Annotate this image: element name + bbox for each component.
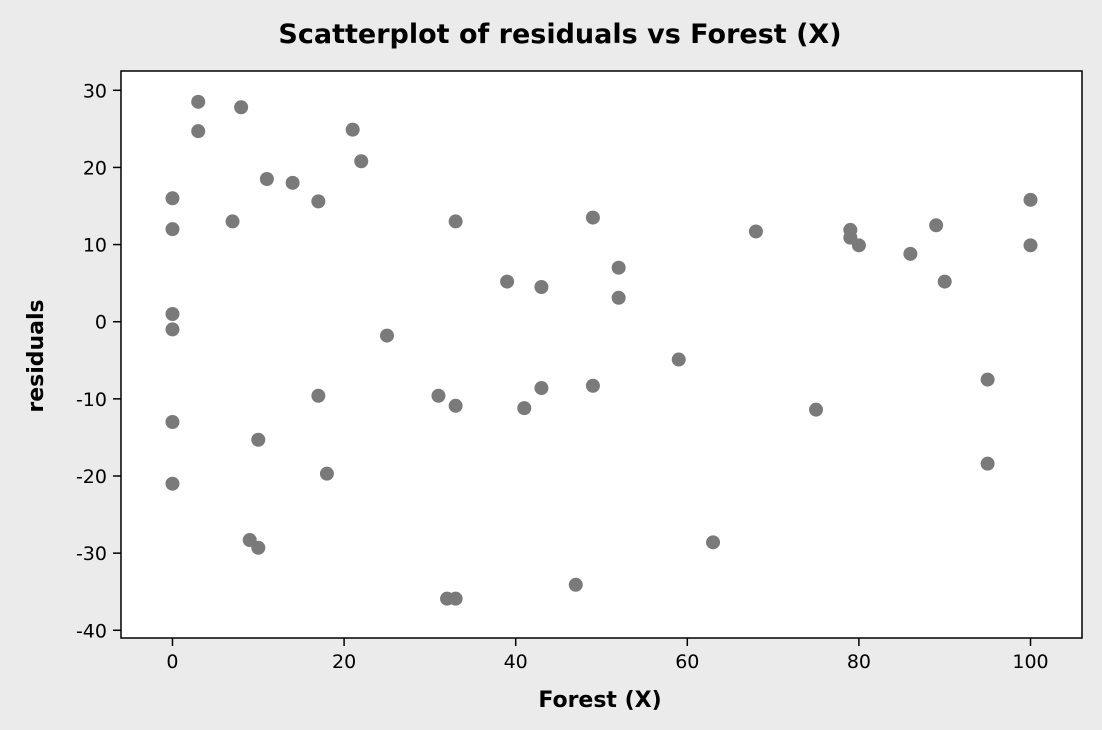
data-point xyxy=(585,378,600,393)
y-tick-label: -40 xyxy=(76,620,107,642)
data-point xyxy=(251,432,266,447)
y-tick-label: -10 xyxy=(76,389,107,411)
x-tick-label: 40 xyxy=(504,651,528,673)
data-point xyxy=(431,388,446,403)
data-point xyxy=(1023,192,1038,207)
data-point xyxy=(311,194,326,209)
data-point xyxy=(980,372,995,387)
data-point xyxy=(251,540,266,555)
data-point xyxy=(165,191,180,206)
data-point xyxy=(311,388,326,403)
y-tick-label: -30 xyxy=(76,543,107,565)
data-point xyxy=(500,274,515,289)
data-point xyxy=(165,307,180,321)
data-point xyxy=(1023,238,1038,253)
data-point xyxy=(568,577,583,592)
data-point xyxy=(980,456,995,471)
data-point xyxy=(354,154,369,169)
data-point xyxy=(165,322,180,337)
x-tick-label: 100 xyxy=(1012,651,1048,673)
x-tick-label: 20 xyxy=(332,651,356,673)
y-axis: 30 20 10 0 -10 -20 -30 -40 xyxy=(76,80,121,642)
x-tick-label: 0 xyxy=(166,651,178,673)
x-tick-label: 80 xyxy=(847,651,871,673)
data-point xyxy=(319,466,334,481)
data-point xyxy=(448,398,463,413)
data-point xyxy=(585,210,600,225)
data-point xyxy=(611,290,626,305)
data-point xyxy=(748,224,763,239)
y-axis-label: residuals xyxy=(24,299,49,412)
data-point xyxy=(191,124,206,139)
data-points xyxy=(165,94,1038,606)
data-point xyxy=(611,260,626,275)
data-point xyxy=(285,175,300,190)
y-tick-label: 10 xyxy=(83,235,107,257)
chart-title: Scatterplot of residuals vs Forest (X) xyxy=(278,19,841,50)
data-point xyxy=(851,238,866,253)
data-point xyxy=(929,218,944,233)
data-point xyxy=(165,476,180,491)
data-point xyxy=(448,214,463,229)
y-tick-label: -20 xyxy=(76,466,107,488)
data-point xyxy=(706,535,721,550)
x-tick-label: 60 xyxy=(675,651,699,673)
data-point xyxy=(517,401,532,416)
y-tick-label: 0 xyxy=(95,312,107,334)
x-axis-label: Forest (X) xyxy=(538,688,661,713)
data-point xyxy=(259,172,274,186)
data-point xyxy=(345,122,360,137)
data-point xyxy=(165,222,180,237)
data-point xyxy=(165,415,180,429)
data-point xyxy=(379,328,394,343)
data-point xyxy=(448,591,463,606)
data-point xyxy=(191,94,206,109)
data-point xyxy=(234,100,249,115)
y-tick-label: 30 xyxy=(83,80,107,102)
data-point xyxy=(225,214,240,229)
x-axis: 0 20 40 60 80 100 xyxy=(166,638,1049,673)
y-tick-label: 20 xyxy=(83,157,107,179)
data-point xyxy=(809,402,824,417)
plot-area xyxy=(120,70,1083,639)
data-point xyxy=(937,274,952,289)
data-point xyxy=(534,381,549,396)
data-point xyxy=(671,352,686,367)
data-point xyxy=(534,280,549,294)
data-point xyxy=(903,246,918,261)
